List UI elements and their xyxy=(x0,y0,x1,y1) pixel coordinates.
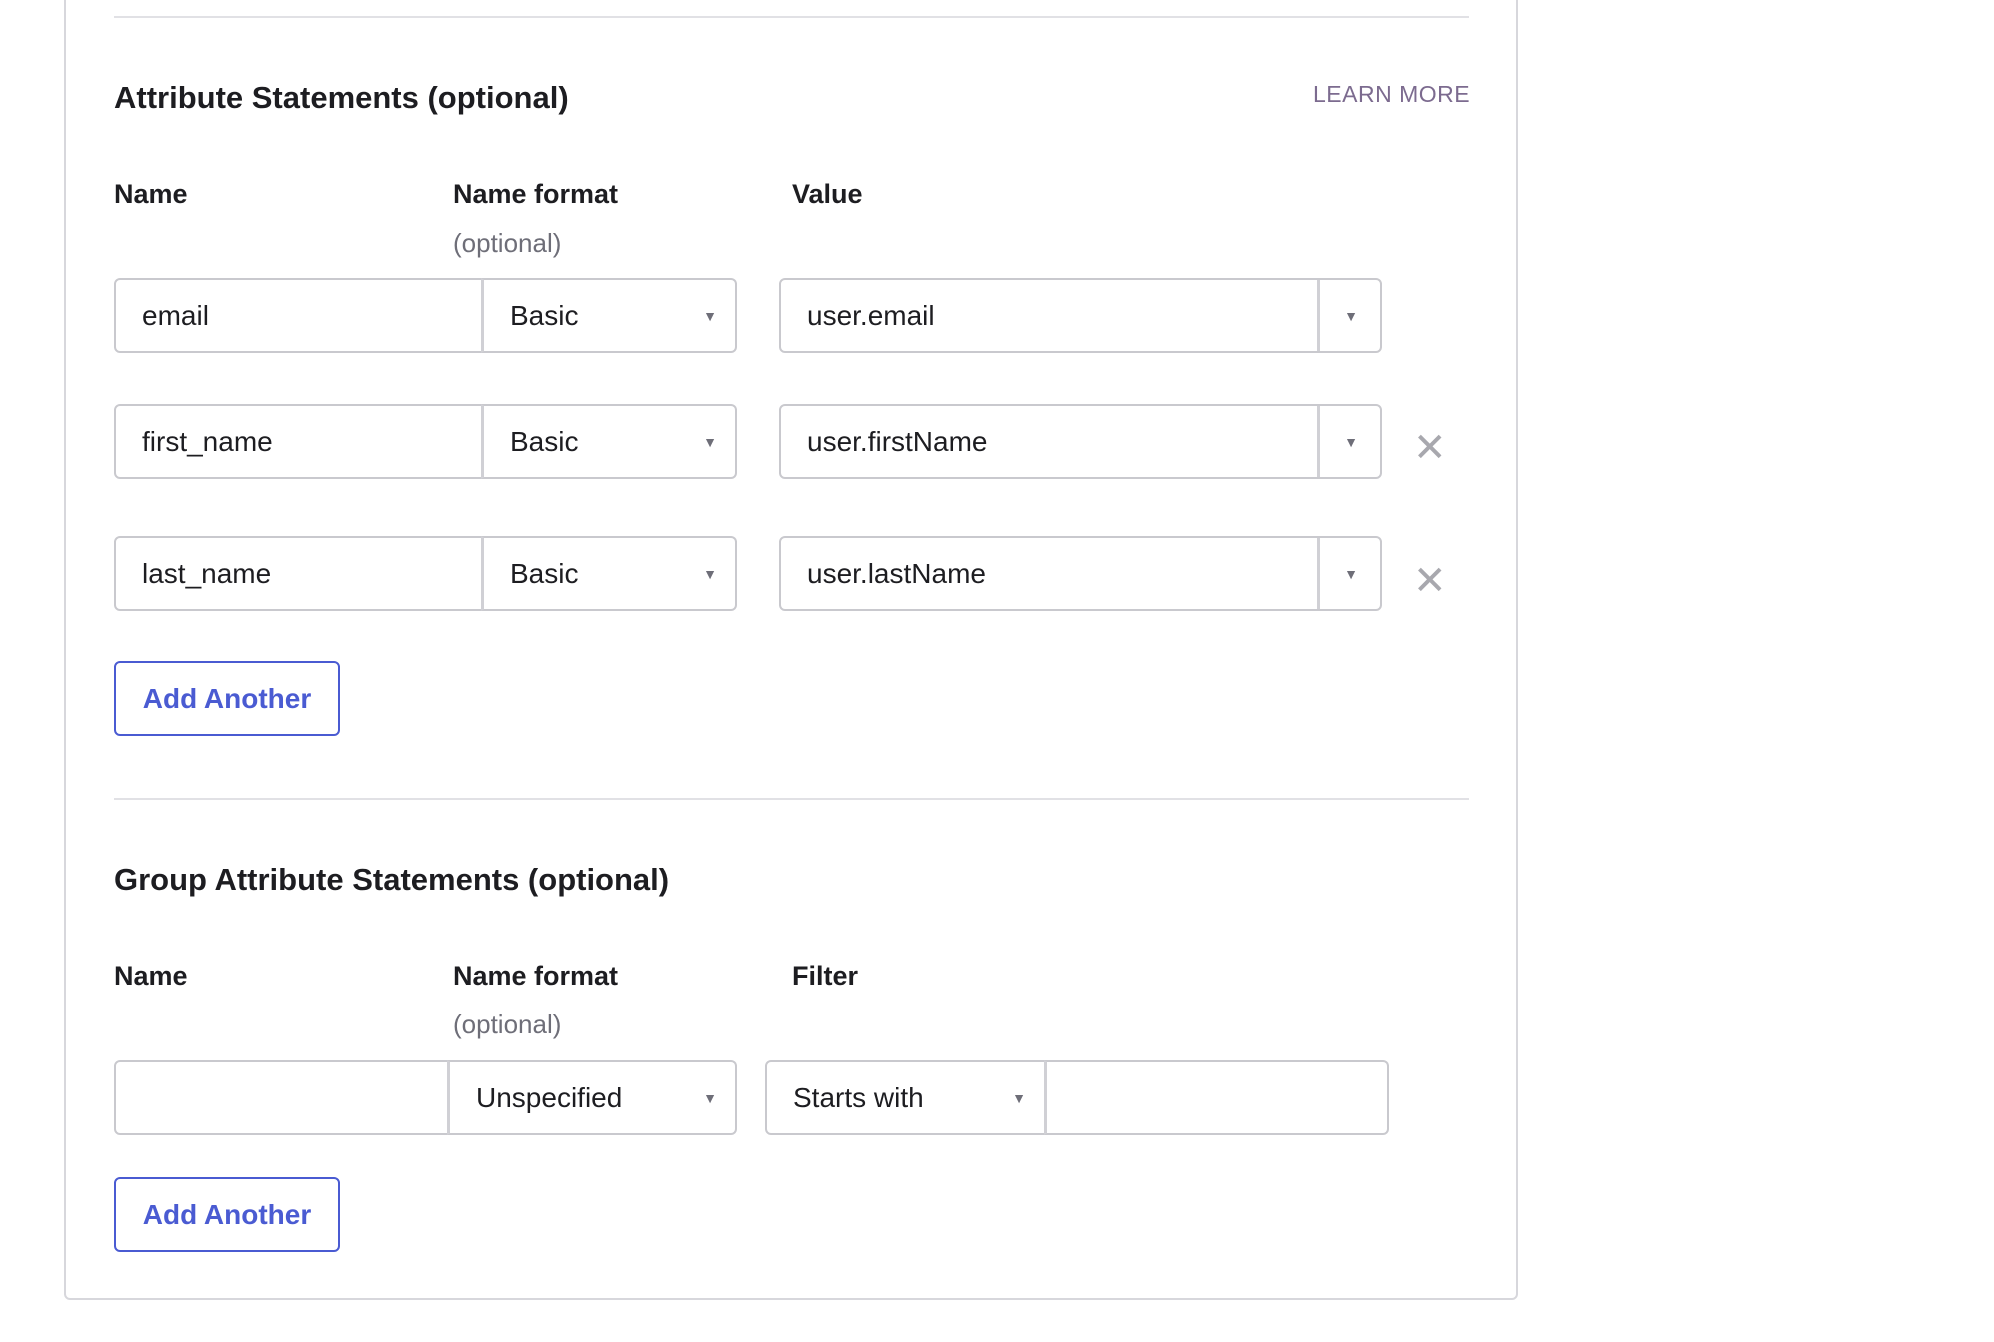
group-name-format-optional-hint: (optional) xyxy=(453,1009,562,1039)
attribute-statements-title: Attribute Statements (optional) xyxy=(114,80,569,115)
value-dropdown-toggle[interactable]: ▼ xyxy=(1317,406,1380,477)
filter-type-select[interactable]: Starts with ▼ xyxy=(765,1060,1046,1135)
group-attribute-statements-title: Group Attribute Statements (optional) xyxy=(114,862,670,897)
add-attribute-button[interactable]: Add Another xyxy=(114,661,340,736)
value-dropdown-toggle[interactable]: ▼ xyxy=(1317,280,1380,351)
attribute-value-text: user.lastName xyxy=(807,557,986,589)
saml-settings-card xyxy=(64,0,1518,1300)
group-name-format-select[interactable]: Unspecified ▼ xyxy=(447,1060,737,1135)
name-format-optional-hint: (optional) xyxy=(453,228,562,258)
filter-value-input[interactable] xyxy=(1044,1060,1389,1135)
close-icon[interactable]: ✕ xyxy=(1413,426,1447,470)
learn-more-link[interactable]: LEARN MORE xyxy=(1313,81,1471,107)
name-format-column-label: Name format xyxy=(453,179,619,209)
attribute-name-input[interactable]: email xyxy=(114,278,483,353)
value-column-label: Value xyxy=(792,179,863,209)
name-column-label: Name xyxy=(114,179,188,209)
name-format-value: Basic xyxy=(510,299,579,331)
name-format-select[interactable]: Basic ▼ xyxy=(481,536,737,611)
top-divider xyxy=(114,16,1469,18)
name-format-select[interactable]: Basic ▼ xyxy=(481,278,737,353)
filter-type-value: Starts with xyxy=(793,1081,924,1113)
filter-column-label: Filter xyxy=(792,961,859,991)
group-name-column-label: Name xyxy=(114,961,188,991)
group-name-input[interactable] xyxy=(114,1060,449,1135)
caret-down-icon: ▼ xyxy=(703,307,717,324)
caret-down-icon: ▼ xyxy=(1012,1089,1026,1106)
group-name-format-column-label: Name format xyxy=(453,961,619,991)
caret-down-icon: ▼ xyxy=(703,1089,717,1106)
caret-down-icon: ▼ xyxy=(703,433,717,450)
caret-down-icon: ▼ xyxy=(703,565,717,582)
attribute-value-text: user.firstName xyxy=(807,425,988,457)
close-icon[interactable]: ✕ xyxy=(1413,559,1447,603)
value-dropdown-toggle[interactable]: ▼ xyxy=(1317,538,1380,609)
name-format-value: Basic xyxy=(510,557,579,589)
attribute-name-input[interactable]: first_name xyxy=(114,404,483,479)
caret-down-icon: ▼ xyxy=(1344,565,1358,582)
attribute-value-combobox[interactable]: user.lastName ▼ xyxy=(779,536,1382,611)
attribute-value-combobox[interactable]: user.email ▼ xyxy=(779,278,1382,353)
name-format-value: Basic xyxy=(510,425,579,457)
caret-down-icon: ▼ xyxy=(1344,307,1358,324)
section-divider xyxy=(114,798,1469,800)
caret-down-icon: ▼ xyxy=(1344,433,1358,450)
add-group-attribute-button[interactable]: Add Another xyxy=(114,1177,340,1252)
group-name-format-value: Unspecified xyxy=(476,1081,623,1113)
name-format-select[interactable]: Basic ▼ xyxy=(481,404,737,479)
attribute-value-combobox[interactable]: user.firstName ▼ xyxy=(779,404,1382,479)
attribute-name-input[interactable]: last_name xyxy=(114,536,483,611)
attribute-value-text: user.email xyxy=(807,299,935,331)
